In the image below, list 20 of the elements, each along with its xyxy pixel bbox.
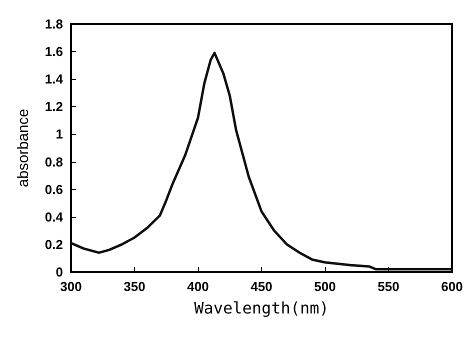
y-axis-title: absorbance: [15, 108, 32, 188]
y-tick-label: 1: [56, 126, 63, 142]
y-tick-label: 1.4: [44, 72, 64, 87]
line-series: [70, 52, 454, 270]
x-tick-label: 350: [124, 279, 146, 294]
y-tick-label: 0.4: [44, 209, 64, 224]
y-tick-label: 1.8: [44, 16, 63, 32]
y-tick-label: 0.8: [44, 154, 63, 170]
x-tick-label: 450: [250, 279, 272, 294]
x-tick-label: 400: [187, 279, 209, 294]
y-tick-label: 0.2: [44, 236, 63, 252]
x-axis-title: Wavelength(nm): [194, 298, 329, 318]
y-tick-label: 1.2: [44, 99, 63, 114]
x-tick-label: 550: [378, 279, 400, 294]
y-tick-label: 1.6: [44, 44, 63, 60]
y-tick-label: 0: [56, 264, 63, 280]
y-tick-label: 0.6: [44, 182, 63, 197]
x-tick-label: 500: [314, 279, 336, 294]
x-tick-label: 300: [60, 279, 82, 294]
x-tick-label: 600: [441, 279, 463, 294]
